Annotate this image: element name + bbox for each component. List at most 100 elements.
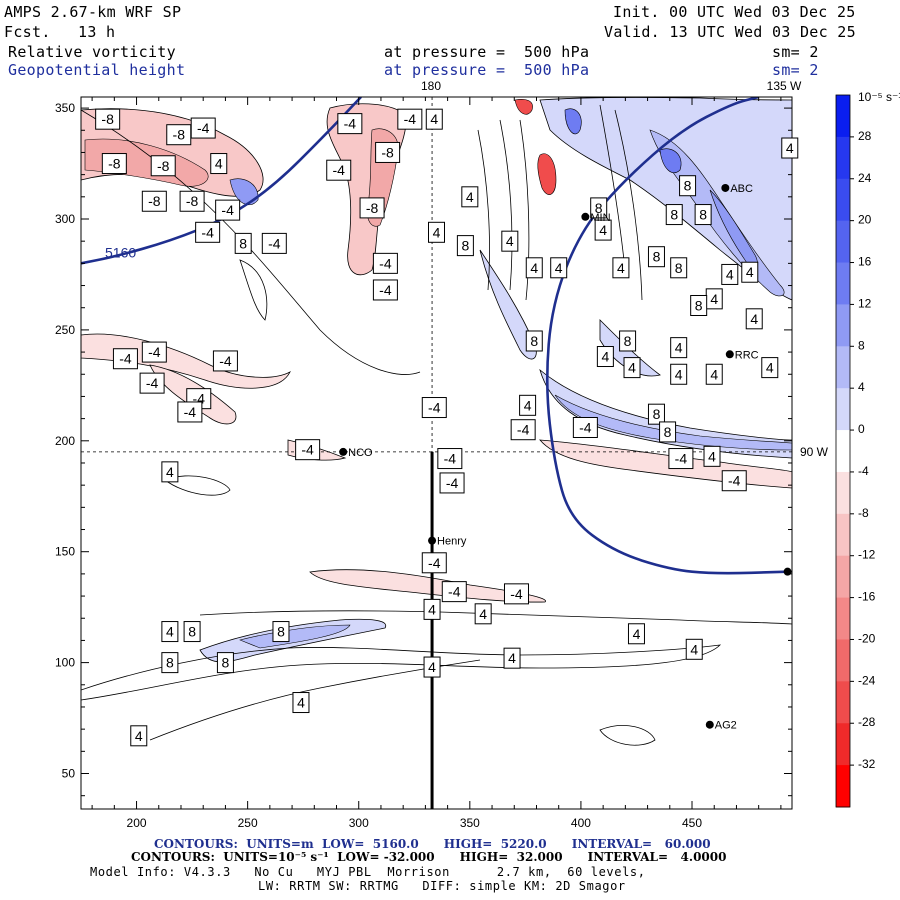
colorbar-segment (836, 95, 850, 138)
contour-label: -4 (517, 422, 530, 438)
negative-vorticity-region (84, 138, 209, 187)
station-marker (428, 536, 437, 545)
y-tick-label: 50 (62, 767, 76, 781)
pressure1-label: at pressure = 500 hPa (384, 43, 590, 61)
contour-label: -4 (444, 451, 457, 467)
contour-label: -4 (333, 162, 346, 178)
colorbar-segment (836, 723, 850, 766)
contour-loop (239, 259, 268, 321)
contour-label: -4 (428, 400, 441, 416)
contour-label-box (210, 153, 228, 175)
contour-label-box (781, 137, 799, 159)
height-contour-label: 5160 (105, 244, 136, 260)
pressure2-label: at pressure = 500 hPa (384, 61, 590, 79)
negative-vorticity-region (309, 569, 546, 603)
contour-loop (164, 475, 231, 496)
contour-label: 8 (695, 297, 703, 313)
contour-label: 4 (633, 626, 641, 642)
contour-label-box (525, 330, 543, 352)
x-tick-label: 450 (682, 816, 702, 830)
contour-label: -4 (579, 419, 592, 435)
plot-frame (80, 96, 793, 810)
positive-vorticity-core (659, 148, 682, 174)
contour-label: 8 (624, 333, 632, 349)
contour-label-box (101, 153, 127, 175)
contour-label-box (659, 421, 677, 443)
station-label: MIN (590, 212, 610, 224)
contour-label-box (272, 621, 290, 643)
colorbar-segment (836, 681, 850, 724)
contour-label: 8 (664, 424, 672, 440)
colorbar-segment (836, 388, 850, 431)
colorbar-segment (836, 513, 850, 557)
contour-label: 8 (277, 624, 285, 640)
contour-label-box (139, 372, 165, 394)
contour-label-box (421, 552, 447, 574)
station-marker (725, 350, 734, 359)
colorbar-tick-label: -4 (858, 464, 869, 478)
contours-info-height: CONTOURS: UNITS=m LOW= 5160.0 HIGH= 5220… (154, 837, 711, 851)
y-tick-label: 250 (55, 323, 75, 337)
init-time: Init. 00 UTC Wed 03 Dec 25 (613, 3, 856, 21)
contour-label-box (745, 308, 763, 330)
contour-label-box (421, 397, 447, 419)
contour-label-box (590, 197, 608, 219)
contour-label-box (295, 439, 321, 461)
colorbar-tick-label: 12 (858, 296, 872, 310)
colorbar-tick-label: -28 (858, 715, 876, 729)
contour-label: -4 (675, 451, 688, 467)
station-marker (705, 720, 714, 729)
colorbar-tick-label: 8 (858, 338, 865, 352)
sm2-label: sm= 2 (772, 61, 819, 79)
contour-label-box (375, 141, 401, 163)
contour-label-box (619, 330, 637, 352)
contour-label: -4 (510, 586, 523, 602)
contour-label-box (474, 603, 492, 625)
contour-label: 4 (766, 360, 774, 376)
station-label: Henry (437, 536, 467, 548)
positive-vorticity-region (539, 368, 792, 459)
contour-label-box (612, 257, 630, 279)
contour-label-box (161, 461, 179, 483)
contour-label-box (150, 155, 176, 177)
contour-label-box (215, 199, 241, 221)
contour-label-box (525, 257, 543, 279)
field2-label: Geopotential height (8, 61, 186, 79)
contour-label: 8 (530, 333, 538, 349)
contour-label: 4 (297, 695, 305, 711)
contour-label-box (741, 261, 759, 283)
contour-label-box (456, 235, 474, 257)
contour-label: 4 (135, 728, 143, 744)
x-tick-label: 250 (238, 816, 258, 830)
colorbar-tick-label: 4 (858, 380, 865, 394)
contour-label-box (703, 445, 721, 467)
contour-label-box (503, 647, 521, 669)
contour-label: 4 (428, 601, 436, 617)
contour-label-box (441, 581, 467, 603)
colorbar-tick-label: 28 (858, 129, 872, 143)
contour-label-box (177, 401, 203, 423)
contour-loop (599, 104, 643, 301)
contour-label-box (721, 470, 747, 492)
x-tick-label: 300 (349, 816, 369, 830)
contour-label-box (647, 403, 665, 425)
contour-label-box (261, 232, 287, 254)
contour-label: 4 (466, 189, 474, 205)
colorbar-tick-label: -20 (858, 631, 876, 645)
contour-label-box (212, 350, 238, 372)
contour-label-box (112, 348, 138, 370)
contour-label: 8 (684, 178, 692, 194)
contour-label-box (461, 186, 479, 208)
station-marker (721, 183, 730, 192)
colorbar-tick-label: -12 (858, 548, 876, 562)
reference-lines (81, 97, 792, 809)
colorbar-tick-label: -32 (858, 757, 876, 771)
contour-label-box (572, 416, 598, 438)
sm1-label: sm= 2 (772, 43, 819, 61)
contour-label: 8 (595, 200, 603, 216)
contour-label-box (668, 448, 694, 470)
contour-label: 4 (430, 111, 438, 127)
positive-vorticity-core (229, 178, 259, 205)
contour-label-box (234, 232, 252, 254)
contour-label: -4 (728, 473, 741, 489)
